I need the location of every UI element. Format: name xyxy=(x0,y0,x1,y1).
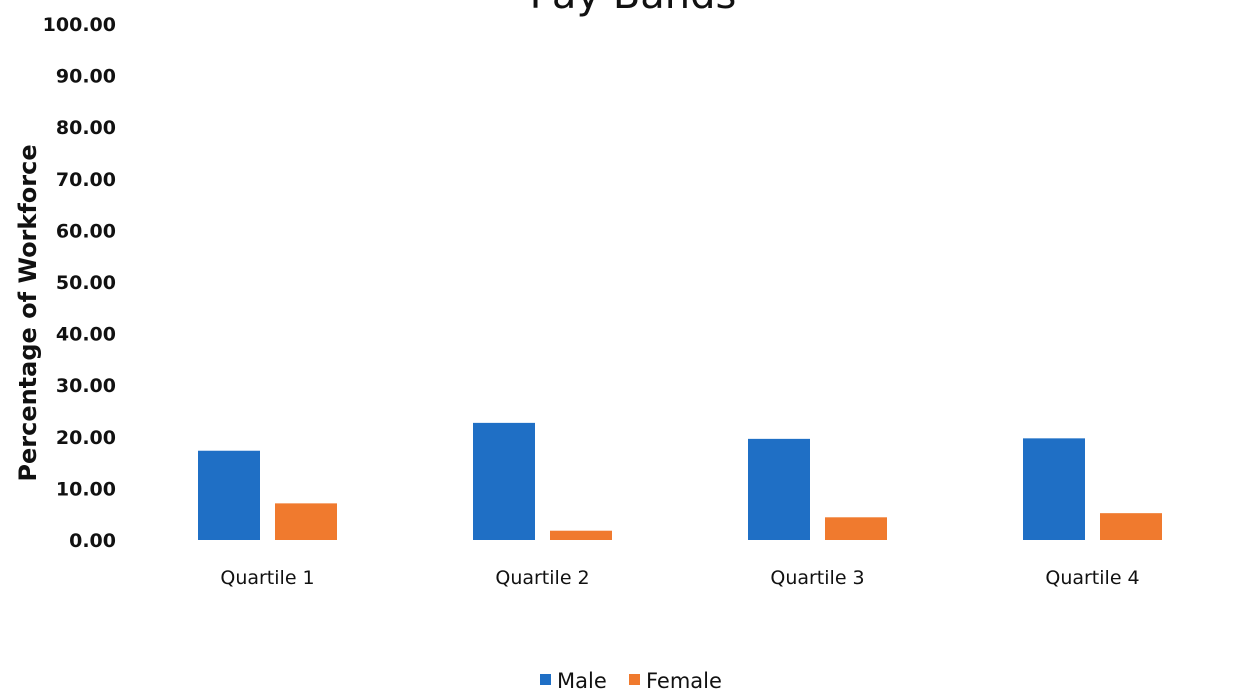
y-tick-label: 60.00 xyxy=(56,220,116,242)
bar-female-2 xyxy=(550,530,612,540)
legend-label-female: Female xyxy=(646,669,722,690)
x-tick-label: Quartile 3 xyxy=(770,567,864,589)
chart-title: Pay Bands xyxy=(530,0,737,18)
legend-swatch-male xyxy=(540,674,551,685)
y-tick-label: 80.00 xyxy=(56,117,116,139)
y-tick-label: 70.00 xyxy=(56,169,116,191)
x-tick-label: Quartile 4 xyxy=(1045,567,1139,589)
bar-male-3 xyxy=(748,438,810,540)
bar-female-3 xyxy=(825,517,887,540)
bars xyxy=(198,422,1162,540)
legend-label-male: Male xyxy=(557,669,607,690)
legend: Male Female xyxy=(540,669,722,693)
bar-female-4 xyxy=(1100,513,1162,540)
bar-male-1 xyxy=(198,450,260,540)
y-axis-title: Percentage of Workforce xyxy=(14,144,42,481)
y-tick-label: 50.00 xyxy=(56,272,116,294)
bar-male-2 xyxy=(473,422,535,540)
y-tick-label: 100.00 xyxy=(43,14,116,36)
bar-male-4 xyxy=(1023,438,1085,540)
y-tick-label: 0.00 xyxy=(69,530,116,552)
x-tick-labels: Quartile 1 Quartile 2 Quartile 3 Quartile 4 xyxy=(220,567,1139,589)
x-tick-label: Quartile 1 xyxy=(220,567,314,589)
y-tick-label: 10.00 xyxy=(56,478,116,500)
bar-female-1 xyxy=(275,503,337,540)
y-tick-label: 40.00 xyxy=(56,324,116,346)
y-tick-label: 90.00 xyxy=(56,66,116,88)
y-tick-label: 30.00 xyxy=(56,375,116,397)
x-tick-label: Quartile 2 xyxy=(495,567,589,589)
legend-swatch-female xyxy=(629,674,640,685)
y-tick-label: 20.00 xyxy=(56,427,116,449)
y-tick-labels: 0.00 10.00 20.00 30.00 40.00 50.00 60.00 70.00 8… xyxy=(43,14,116,552)
